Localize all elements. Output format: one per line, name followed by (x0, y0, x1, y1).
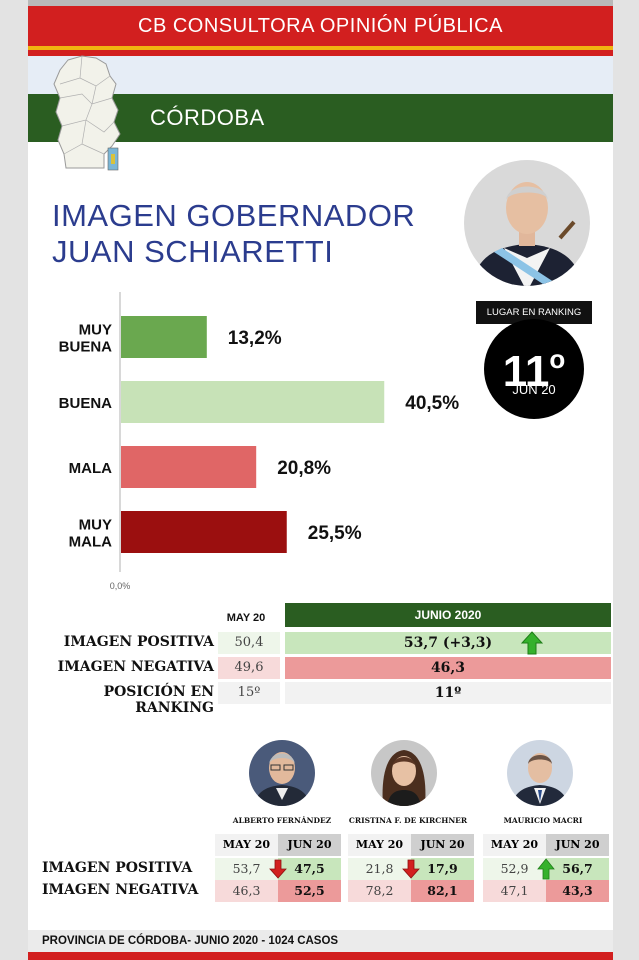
data-label: 40,5% (405, 393, 459, 414)
negative-may-cell: 49,6 (218, 657, 280, 679)
neg-may: 47,1 (483, 880, 546, 902)
footer-stripe (28, 952, 613, 960)
neg-may: 78,2 (348, 880, 411, 902)
region-bar: CÓRDOBA (28, 94, 613, 142)
pos-may: 52,9 (483, 858, 546, 880)
neg-may: 46,3 (215, 880, 278, 902)
chart-title-line1: IMAGEN GOBERNADOR (52, 198, 416, 233)
name-mauricio-macri: MAURICIO MACRI (503, 816, 583, 825)
negative-jun-cell: 46,3 (285, 657, 611, 679)
jun-label: JUN 20 (411, 834, 474, 856)
june-header: JUNIO 2020 (285, 603, 611, 627)
category-label: MUY (79, 322, 112, 339)
data-label: 20,8% (277, 458, 331, 479)
data-label: 25,5% (308, 523, 362, 544)
ranking-may-cell: 15º (218, 682, 280, 704)
up-arrow-icon (537, 858, 555, 880)
ranking-position-label: POSICIÓN EN RANKING (103, 684, 214, 716)
bar-buena (121, 381, 385, 423)
ranking-badge: 11o JUN 20 (484, 319, 584, 419)
ranking-date: JUN 20 (512, 382, 556, 397)
bar-muy-mala (121, 511, 287, 553)
cordoba-map-icon (53, 55, 121, 171)
pos-may: 21,8 (348, 858, 411, 880)
data-label: 13,2% (228, 328, 282, 349)
may-label: MAY 20 (215, 834, 278, 856)
category-label: MALA (69, 534, 112, 551)
positive-may-cell: 50,4 (218, 632, 280, 654)
neg-jun: 52,5 (278, 880, 341, 902)
bar-mala (121, 446, 257, 488)
light-band (28, 56, 613, 96)
top-strip (28, 0, 613, 6)
national-positive-label: IMAGEN POSITIVA (42, 860, 193, 876)
avatar-alberto-fernandez (249, 740, 315, 806)
positive-jun-cell: 53,7 (+3,3) (285, 632, 611, 654)
chart-title-line2: JUAN SCHIARETTI (52, 234, 334, 269)
down-arrow-icon (269, 859, 287, 879)
may-label: MAY 20 (483, 834, 546, 856)
jun-label: JUN 20 (278, 834, 341, 856)
header-title: CB CONSULTORA OPINIÓN PÚBLICA (28, 6, 613, 46)
bar-muy-buena (121, 316, 207, 358)
left-margin (0, 0, 28, 960)
ranking-label: LUGAR EN RANKING (476, 301, 592, 324)
region-name: CÓRDOBA (150, 105, 265, 130)
category-label: MUY (79, 517, 112, 534)
image-bar-chart: 0,0% MUY BUENA 13,2% BUENA 40,5% MALA 20,8% MUY… (28, 282, 613, 602)
name-alberto-fernandez: ALBERTO FERNÁNDEZ (232, 816, 332, 825)
name-cristina-kirchner: CRISTINA F. DE KIRCHNER (348, 816, 468, 825)
axis-origin-label: 0,0% (110, 581, 131, 591)
neg-jun: 43,3 (546, 880, 609, 902)
avatar-mauricio-macri (507, 740, 573, 806)
category-label: BUENA (59, 339, 113, 356)
negative-image-label: IMAGEN NEGATIVA (57, 659, 214, 675)
may-label: MAY 20 (348, 834, 411, 856)
avatar-cristina-kirchner (371, 740, 437, 806)
footer-caption: PROVINCIA DE CÓRDOBA- JUNIO 2020 - 1024 … (28, 930, 613, 952)
pos-may: 53,7 (215, 858, 278, 880)
ranking-value: 11o (502, 344, 566, 396)
ranking-ordinal: o (549, 344, 566, 374)
national-negative-label: IMAGEN NEGATIVA (42, 882, 199, 898)
ranking-jun-cell: 11º (285, 682, 611, 704)
pos-jun: 56,7 (546, 858, 609, 880)
chart-title: IMAGEN GOBERNADOR JUAN SCHIARETTI (52, 198, 415, 270)
governor-avatar (464, 160, 590, 286)
pos-jun: 47,5 (278, 858, 341, 880)
positive-image-label: IMAGEN POSITIVA (63, 634, 214, 650)
right-margin (613, 0, 639, 960)
header-stripe-red (28, 50, 613, 56)
down-arrow-icon (402, 859, 420, 879)
header-stripe-yellow (28, 46, 613, 50)
jun-label: JUN 20 (546, 834, 609, 856)
category-label: BUENA (59, 395, 113, 412)
category-label: MALA (69, 460, 112, 477)
up-arrow-icon (521, 631, 543, 655)
neg-jun: 82,1 (411, 880, 474, 902)
may-header: MAY 20 (226, 612, 266, 624)
pos-jun: 17,9 (411, 858, 474, 880)
